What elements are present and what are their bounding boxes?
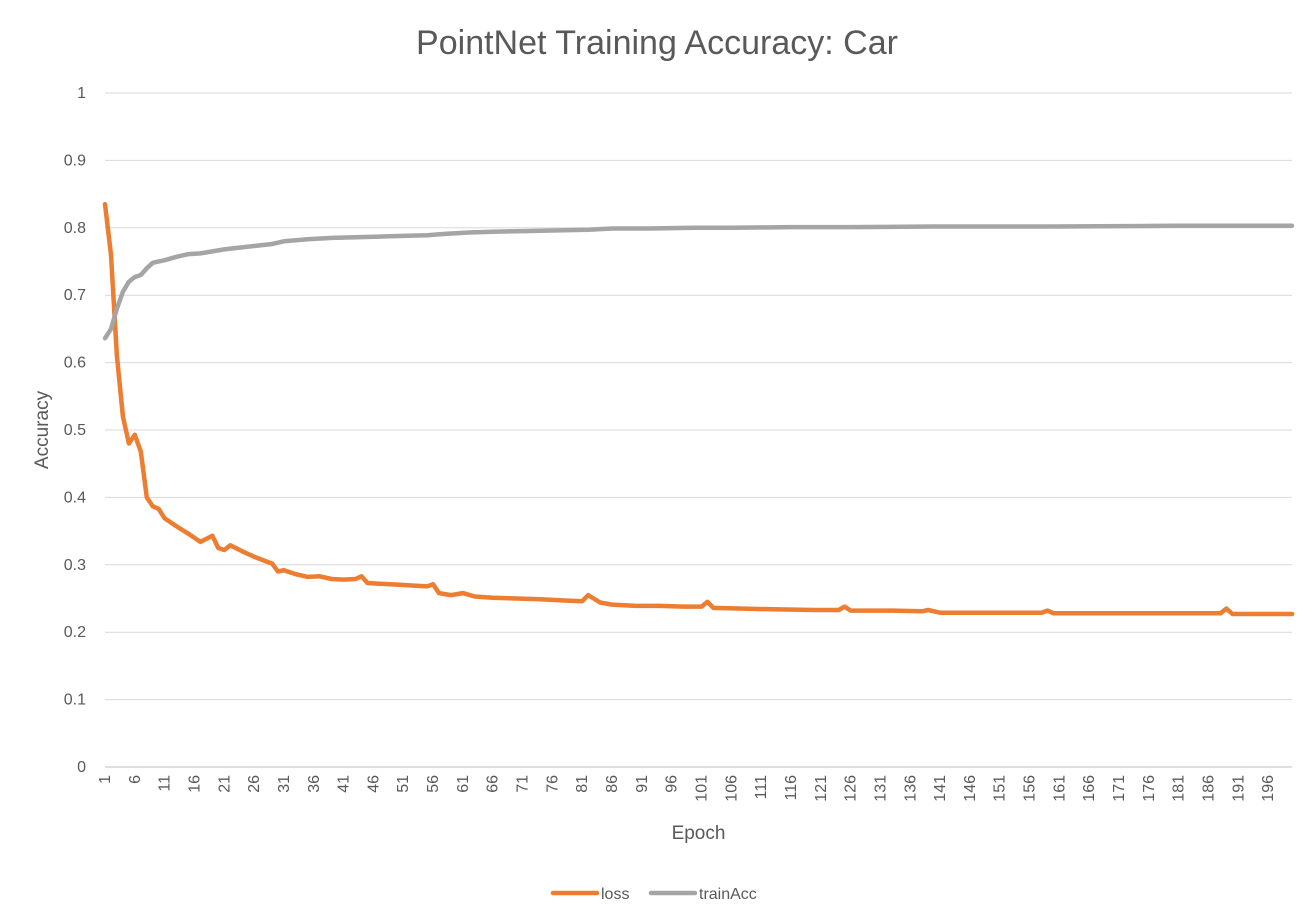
- x-tick-label: 161: [1051, 775, 1068, 802]
- x-tick-label: 56: [425, 775, 442, 793]
- y-tick-label: 0.4: [64, 489, 86, 506]
- x-tick-label: 191: [1230, 775, 1247, 802]
- x-tick-label: 141: [932, 775, 949, 802]
- y-tick-label: 0: [77, 759, 86, 776]
- x-tick-label: 16: [186, 775, 203, 793]
- x-tick-label: 196: [1260, 775, 1277, 802]
- y-tick-label: 0.5: [64, 422, 86, 439]
- x-axis-label: Epoch: [672, 823, 726, 844]
- y-tick-label: 0.3: [64, 557, 86, 574]
- y-tick-label: 0.7: [64, 287, 86, 304]
- legend-label-trainAcc: trainAcc: [699, 886, 757, 903]
- y-axis-tick-labels: 0 0.1 0.2 0.3 0.4 0.5 0.6 0.7 0.8 0.9 1: [64, 85, 86, 776]
- x-tick-label: 11: [157, 775, 174, 792]
- x-tick-label: 171: [1111, 775, 1128, 802]
- x-tick-label: 76: [544, 775, 561, 793]
- x-axis-tick-labels: 1 6 11 16 21 26 31 36 41 46 51 56 61 66 71 76 81 86 91 96 10…: [97, 775, 1277, 802]
- x-tick-label: 91: [634, 775, 651, 793]
- x-tick-label: 181: [1171, 775, 1188, 802]
- x-tick-label: 96: [664, 775, 681, 793]
- legend-label-loss: loss: [601, 886, 629, 903]
- legend: loss trainAcc: [550, 886, 757, 903]
- x-tick-label: 166: [1081, 775, 1098, 802]
- x-tick-label: 126: [843, 775, 860, 802]
- x-tick-label: 31: [276, 775, 293, 793]
- x-tick-label: 21: [216, 775, 233, 793]
- y-tick-label: 0.2: [64, 624, 86, 641]
- series-line-trainAcc: [102, 223, 1295, 341]
- x-tick-label: 106: [723, 775, 740, 802]
- x-tick-label: 71: [515, 775, 532, 793]
- x-tick-label: 136: [902, 775, 919, 802]
- y-tick-label: 0.1: [64, 692, 86, 709]
- x-tick-label: 116: [783, 775, 800, 801]
- series-lines: [102, 201, 1295, 617]
- x-tick-label: 81: [574, 775, 591, 793]
- y-tick-label: 0.8: [64, 220, 86, 237]
- x-tick-label: 36: [306, 775, 323, 793]
- x-tick-label: 46: [365, 775, 382, 793]
- x-tick-label: 6: [127, 775, 144, 784]
- x-tick-label: 186: [1200, 775, 1217, 802]
- x-tick-label: 61: [455, 775, 472, 793]
- x-tick-label: 146: [962, 775, 979, 802]
- x-tick-label: 101: [693, 775, 710, 802]
- y-tick-label: 0.9: [64, 152, 86, 169]
- x-tick-label: 121: [813, 775, 830, 802]
- x-tick-label: 86: [604, 775, 621, 793]
- x-tick-label: 26: [246, 775, 263, 793]
- y-tick-label: 0.6: [64, 355, 86, 372]
- x-tick-label: 41: [336, 775, 353, 793]
- x-tick-label: 156: [1022, 775, 1039, 802]
- chart-title: PointNet Training Accuracy: Car: [416, 24, 898, 62]
- x-tick-label: 176: [1141, 775, 1158, 802]
- x-tick-label: 1: [97, 775, 114, 784]
- series-line-loss: [102, 201, 1295, 617]
- x-tick-label: 66: [485, 775, 502, 793]
- y-axis-label: Accuracy: [32, 390, 53, 469]
- y-tick-label: 1: [77, 85, 86, 102]
- x-tick-label: 151: [992, 775, 1009, 802]
- x-tick-label: 51: [395, 775, 412, 793]
- x-tick-label: 111: [753, 775, 770, 799]
- gridlines: [105, 92, 1292, 701]
- x-tick-label: 131: [872, 775, 889, 802]
